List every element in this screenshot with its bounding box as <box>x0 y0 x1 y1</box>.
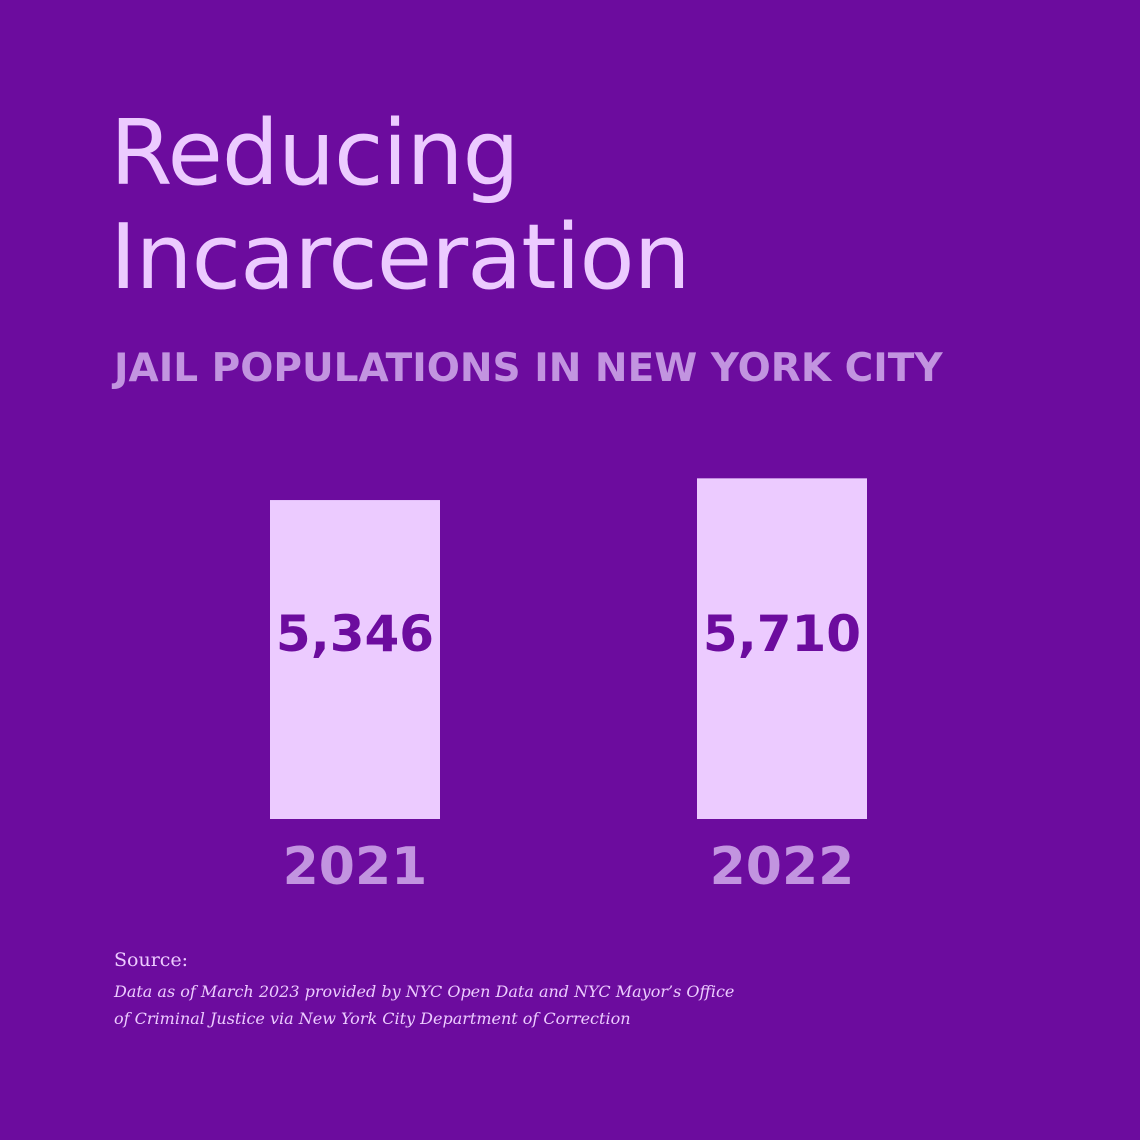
category-label-2021: 2021 <box>283 837 428 897</box>
chart-subtitle: JAIL POPULATIONS IN NEW YORK CITY <box>114 346 943 391</box>
bar-2022 <box>697 478 867 819</box>
source-text: Data as of March 2023 provided by NYC Op… <box>114 982 735 1028</box>
value-label-2021: 5,346 <box>276 605 434 663</box>
title-line-1: Reducing <box>110 101 520 206</box>
source-label: Source: <box>114 949 189 971</box>
category-label-2022: 2022 <box>710 837 855 897</box>
page-title: Reducing Incarceration <box>110 101 691 310</box>
value-label-2022: 5,710 <box>703 605 861 663</box>
title-line-2: Incarceration <box>110 205 691 310</box>
bar-2021 <box>270 500 440 819</box>
